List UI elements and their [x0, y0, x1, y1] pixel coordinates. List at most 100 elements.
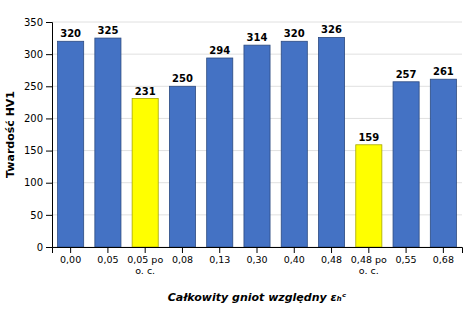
- data-label: 320: [60, 28, 81, 39]
- x-tick: 0,30: [246, 247, 267, 265]
- y-tick-mark: [46, 183, 52, 184]
- data-label: 320: [284, 28, 305, 39]
- y-tick-mark: [46, 86, 52, 87]
- x-tick-label: 0,05 poo. c.: [127, 254, 163, 276]
- bar: [58, 41, 84, 247]
- x-tick-label: 0,68: [433, 254, 454, 265]
- chart: 0,000,050,05 poo. c.0,080,130,300,400,48…: [0, 0, 474, 309]
- y-tick: 150: [24, 145, 52, 156]
- x-tick: 0,00: [60, 247, 81, 265]
- y-tick: 250: [24, 81, 52, 92]
- x-tick-mark: [107, 247, 108, 253]
- y-tick-label: 350: [24, 17, 43, 28]
- y-tick-label: 0: [37, 242, 43, 253]
- data-label: 257: [396, 69, 417, 80]
- bar: [207, 58, 233, 247]
- grid: [52, 22, 462, 247]
- data-label: 261: [433, 66, 454, 77]
- x-tick-label-line: 0,40: [284, 254, 305, 265]
- y-axis-line: [46, 23, 53, 248]
- y-tick: 350: [24, 17, 52, 28]
- y-tick: 300: [24, 49, 52, 60]
- x-tick: 0,40: [284, 247, 305, 265]
- x-axis-line: [53, 248, 463, 254]
- x-tick-mark: [257, 247, 258, 253]
- x-tick-mark: [182, 247, 183, 253]
- bar: [393, 82, 419, 247]
- x-tick: 0,05 poo. c.: [127, 247, 163, 276]
- x-tick-mark: [219, 247, 220, 253]
- y-tick-mark: [46, 54, 52, 55]
- x-tick-label-line: 0,30: [246, 254, 267, 265]
- x-tick-label-line: 0,48 po: [351, 254, 387, 265]
- x-tick-label: 0,48 poo. c.: [351, 254, 387, 276]
- y-tick-label: 150: [24, 145, 43, 156]
- x-tick: 0,08: [172, 247, 193, 265]
- y-tick-mark: [46, 118, 52, 119]
- y-tick-label: 300: [24, 49, 43, 60]
- x-tick-mark: [368, 247, 369, 253]
- x-tick-label-line: 0,55: [396, 254, 417, 265]
- bar: [319, 37, 345, 247]
- y-tick-label: 100: [24, 177, 43, 188]
- data-label: 294: [209, 45, 230, 56]
- bar: [430, 79, 456, 247]
- x-tick-label-line: o. c.: [359, 265, 379, 276]
- x-tick-mark: [70, 247, 71, 253]
- y-tick-label: 200: [24, 113, 43, 124]
- x-tick: 0,55: [396, 247, 417, 265]
- bar: [132, 99, 158, 248]
- x-tick: 0,48: [321, 247, 342, 265]
- y-axis-title: Twardоść HV1: [4, 91, 17, 178]
- x-tick-label-line: 0,68: [433, 254, 454, 265]
- x-tick-label-line: o. c.: [135, 265, 155, 276]
- y-tick: 50: [30, 210, 52, 221]
- x-tick-label-line: 0,05 po: [127, 254, 163, 265]
- bar: [95, 38, 121, 247]
- plot: 0,000,050,05 poo. c.0,080,130,300,400,48…: [24, 17, 463, 276]
- y-tick-label: 250: [24, 81, 43, 92]
- x-tick-label: 0,48: [321, 254, 342, 265]
- x-tick-label: 0,40: [284, 254, 305, 265]
- grid-line: [52, 22, 462, 23]
- x-tick-label-line: 0,08: [172, 254, 193, 265]
- x-tick-label-line: 0,05: [97, 254, 118, 265]
- bar: [281, 41, 307, 247]
- x-tick-label-line: 0,48: [321, 254, 342, 265]
- y-tick: 200: [24, 113, 52, 124]
- x-tick-label-line: 0,00: [60, 254, 81, 265]
- data-labels: 320325231250294314320326159257261: [60, 24, 454, 142]
- bars: [58, 37, 457, 247]
- x-tick-label: 0,05: [97, 254, 118, 265]
- x-tick-mark: [331, 247, 332, 253]
- y-tick: 0: [37, 242, 52, 253]
- data-label: 231: [135, 86, 156, 97]
- x-tick-mark: [406, 247, 407, 253]
- x-tick: 0,68: [433, 247, 454, 265]
- y-tick-mark: [46, 22, 52, 23]
- y-axis: 0 50 100 150 200 250 300 350: [24, 17, 53, 253]
- x-tick-label: 0,55: [396, 254, 417, 265]
- x-axis: 0,000,050,05 poo. c.0,080,130,300,400,48…: [53, 247, 463, 276]
- bar: [169, 86, 195, 247]
- x-tick-label-line: 0,13: [209, 254, 230, 265]
- y-tick: 100: [24, 177, 52, 188]
- x-tick-label: 0,13: [209, 254, 230, 265]
- x-tick: 0,48 poo. c.: [351, 247, 387, 276]
- chart-container: 0,000,050,05 poo. c.0,080,130,300,400,48…: [0, 0, 474, 309]
- data-label: 325: [97, 25, 118, 36]
- y-tick-mark: [46, 247, 52, 248]
- data-label: 314: [247, 32, 268, 43]
- bar: [244, 45, 270, 247]
- x-tick-label: 0,08: [172, 254, 193, 265]
- x-axis-title: Całkowity gniot względny εₕᶜ: [168, 291, 347, 304]
- y-tick-mark: [46, 215, 52, 216]
- x-tick-mark: [443, 247, 444, 253]
- x-tick-label: 0,30: [246, 254, 267, 265]
- y-tick-label: 50: [30, 210, 43, 221]
- x-tick-mark: [294, 247, 295, 253]
- x-tick: 0,05: [97, 247, 118, 265]
- x-tick: 0,13: [209, 247, 230, 265]
- x-tick-label: 0,00: [60, 254, 81, 265]
- y-tick-mark: [46, 151, 52, 152]
